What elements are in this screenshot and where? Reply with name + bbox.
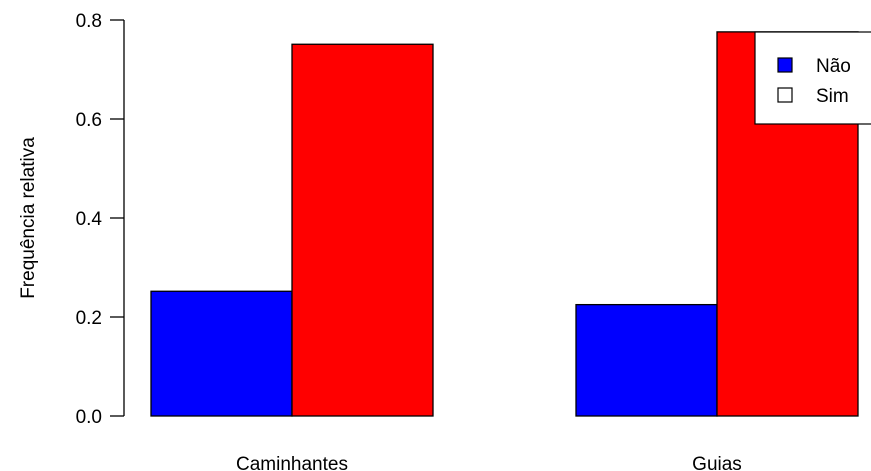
category-label: Guias [692, 454, 742, 471]
y-tick-label: 0.0 [76, 407, 102, 428]
legend-swatch [777, 57, 793, 73]
y-tick-label: 0.4 [76, 209, 103, 230]
legend: Não Sim [754, 31, 871, 125]
y-axis-label: Frequência relativa [18, 137, 39, 299]
legend-label: Não [816, 56, 851, 77]
bars [150, 31, 859, 417]
y-tick-label: 0.6 [76, 110, 102, 131]
legend-label: Sim [816, 86, 849, 107]
legend-swatch [777, 87, 793, 103]
y-tick-label: 0.8 [76, 11, 102, 32]
category-labels: Caminhantes Guias [236, 454, 742, 471]
bar-guias-nao [575, 303, 718, 417]
bar-caminhantes-nao [150, 290, 293, 417]
y-tick-label: 0.2 [76, 308, 102, 329]
legend-box [754, 31, 871, 125]
y-ticks: 0.0 0.2 0.4 0.6 0.8 [76, 11, 124, 428]
bar-caminhantes-sim [291, 43, 434, 417]
category-label: Caminhantes [236, 454, 348, 471]
